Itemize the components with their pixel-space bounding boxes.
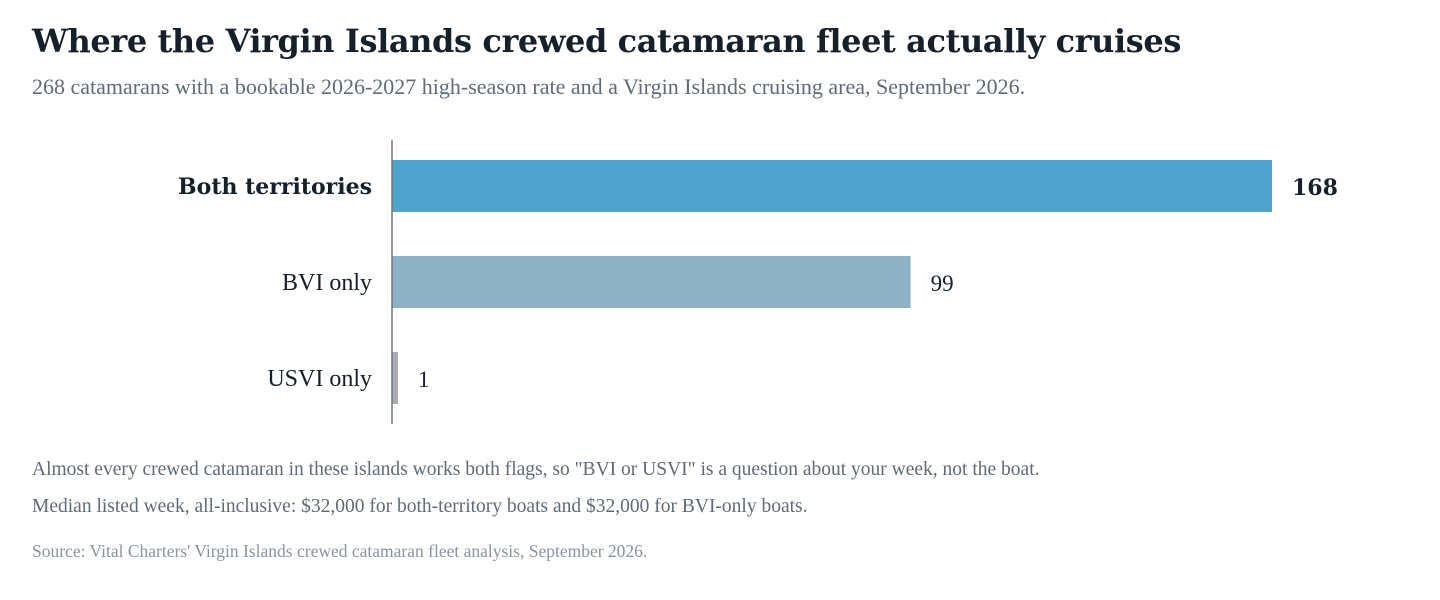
bar-both-territories — [392, 160, 1272, 212]
category-label-usvi-only: USVI only — [267, 366, 372, 392]
chart-source: Source: Vital Charters' Virgin Islands c… — [32, 541, 648, 561]
value-label-bvi-only: 99 — [931, 271, 954, 296]
category-label-bvi-only: BVI only — [282, 270, 372, 296]
chart-note-2: Median listed week, all-inclusive: $32,0… — [32, 496, 808, 517]
value-label-both-territories: 168 — [1292, 175, 1338, 201]
chart-subtitle: 268 catamarans with a bookable 2026-2027… — [32, 74, 1026, 99]
bar-usvi-only — [392, 352, 398, 404]
category-label-both-territories: Both territories — [178, 174, 372, 200]
bar-bvi-only — [392, 256, 911, 308]
chart-title: Where the Virgin Islands crewed catamara… — [32, 22, 1181, 60]
value-label-usvi-only: 1 — [418, 367, 430, 392]
chart-note-1: Almost every crewed catamaran in these i… — [32, 459, 1040, 480]
bar-chart: Both territories 168 BVI only 99 USVI only 1 — [178, 140, 1338, 424]
